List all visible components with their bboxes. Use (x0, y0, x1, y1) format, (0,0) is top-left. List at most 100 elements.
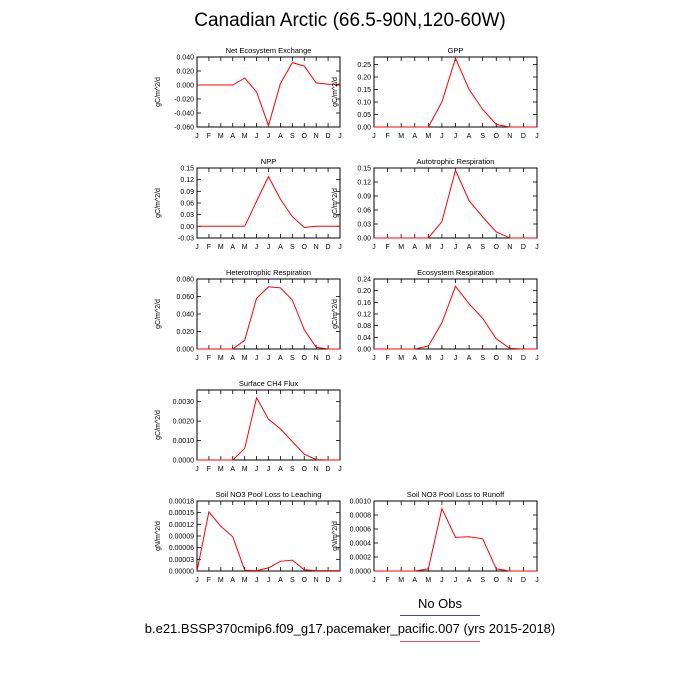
y-axis-label: gN/m^2/d (155, 521, 162, 551)
x-tick-label: O (494, 244, 500, 251)
plot-frame (196, 389, 341, 461)
series-line (197, 175, 340, 229)
x-tick-label: M (425, 355, 431, 362)
x-tick-label: M (242, 244, 248, 251)
plot-frame (196, 167, 341, 239)
x-tick-label: D (521, 355, 526, 362)
panel-title: Heterotrophic Respiration (226, 268, 311, 277)
x-tick-label: F (385, 355, 389, 362)
x-tick-label: M (242, 466, 248, 473)
x-tick-label: M (425, 133, 431, 140)
y-tick-label: 0.000 (176, 347, 194, 354)
x-tick-label: N (507, 244, 512, 251)
y-tick-label: 0.03 (357, 222, 371, 229)
panel-title: GPP (448, 46, 464, 55)
y-tick-label: 0.00015 (169, 510, 194, 517)
x-tick-label: J (195, 466, 199, 473)
x-tick-label: O (494, 577, 500, 584)
x-tick-label: J (535, 355, 539, 362)
x-tick-label: J (267, 355, 271, 362)
x-tick-label: N (314, 466, 319, 473)
x-tick-label: J (535, 133, 539, 140)
y-tick-label: 0.00006 (169, 545, 194, 552)
y-tick-label: 0.080 (176, 277, 194, 284)
series-line (374, 56, 537, 128)
x-tick-label: F (207, 133, 211, 140)
x-tick-label: M (242, 355, 248, 362)
x-tick-label: S (480, 355, 485, 362)
x-tick-label: D (326, 244, 331, 251)
series-line (196, 510, 340, 572)
y-tick-label: 0.12 (180, 177, 194, 184)
panel-title: Soil NO3 Pool Loss to Leaching (216, 490, 322, 499)
y-tick-label: -0.020 (174, 97, 194, 104)
y-tick-label: 0.0010 (173, 438, 195, 445)
x-tick-label: J (338, 466, 342, 473)
x-tick-label: M (398, 133, 404, 140)
y-tick-label: -0.03 (178, 236, 194, 243)
x-tick-label: F (207, 244, 211, 251)
y-axis-label: gC/m^2/d (155, 77, 162, 107)
x-tick-label: D (521, 244, 526, 251)
x-tick-label: J (440, 244, 444, 251)
series-line (197, 396, 340, 461)
x-tick-label: J (338, 244, 342, 251)
x-tick-label: M (218, 244, 224, 251)
x-tick-label: J (267, 577, 271, 584)
x-tick-label: O (494, 355, 500, 362)
plot-frame (196, 56, 341, 128)
x-tick-label: J (195, 577, 199, 584)
y-axis-label: gC/m^2/d (332, 299, 339, 329)
y-axis-label: gC/m^2/d (155, 299, 162, 329)
x-tick-label: D (326, 133, 331, 140)
x-tick-label: S (480, 577, 485, 584)
y-tick-label: 0.00 (357, 347, 371, 354)
y-tick-label: 0.0000 (350, 569, 372, 576)
y-tick-label: 0.25 (357, 62, 371, 69)
x-tick-label: A (278, 577, 283, 584)
x-tick-label: J (255, 244, 259, 251)
panel-title: NPP (261, 157, 276, 166)
x-tick-label: M (218, 355, 224, 362)
y-tick-label: 0.00 (180, 224, 194, 231)
plot-frame (196, 278, 341, 350)
x-tick-label: A (230, 577, 235, 584)
legend-no-obs-rule (400, 615, 480, 616)
y-tick-label: 0.00 (357, 125, 371, 132)
y-axis-label: gC/m^2/d (332, 188, 339, 218)
x-tick-label: O (302, 355, 308, 362)
y-tick-label: 0.020 (176, 69, 194, 76)
panel-title: Autotrophic Respiration (417, 157, 495, 166)
panel-5: Heterotrophic Respiration gC/m^2/d 0.080 0.… (155, 268, 342, 362)
y-tick-label: 0.040 (176, 55, 194, 62)
x-tick-label: S (290, 133, 295, 140)
x-tick-label: J (255, 133, 259, 140)
y-tick-label: 0.08 (357, 323, 371, 330)
x-tick-label: S (480, 133, 485, 140)
x-tick-label: J (440, 133, 444, 140)
x-tick-label: J (535, 577, 539, 584)
x-tick-label: M (425, 577, 431, 584)
x-tick-label: A (412, 244, 417, 251)
legend-case-rule (400, 641, 480, 642)
x-tick-label: F (385, 577, 389, 584)
y-tick-label: 0.00018 (169, 499, 194, 506)
y-tick-label: 0.0010 (350, 499, 372, 506)
x-tick-label: S (290, 466, 295, 473)
y-tick-label: 0.00003 (169, 557, 194, 564)
y-tick-label: 0.03 (180, 212, 194, 219)
y-tick-label: 0.12 (357, 180, 371, 187)
x-tick-label: J (267, 466, 271, 473)
x-tick-label: N (314, 133, 319, 140)
x-tick-label: J (267, 244, 271, 251)
panel-4: Autotrophic Respiration gC/m^2/d 0.15 0.12 0… (332, 157, 539, 251)
x-tick-label: A (467, 133, 472, 140)
y-axis-label: gN/m^2/d (332, 521, 339, 551)
panel-6: Ecosystem Respiration gC/m^2/d 0.24 0.20 0.1… (332, 268, 539, 362)
x-tick-label: J (440, 355, 444, 362)
y-tick-label: 0.15 (180, 166, 194, 173)
y-tick-label: 0.09 (180, 189, 194, 196)
x-tick-label: D (521, 577, 526, 584)
